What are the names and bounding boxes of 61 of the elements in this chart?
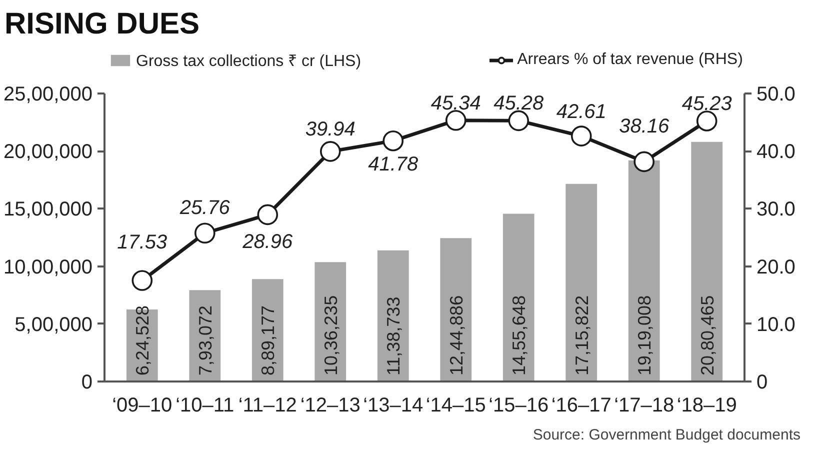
- x-tick-label: ‘18–19: [676, 394, 737, 416]
- x-tick-label: ‘17–18: [614, 394, 674, 416]
- x-tick-label: ‘14–15: [426, 394, 486, 416]
- legend-label: Arrears % of tax revenue (RHS): [517, 51, 743, 69]
- point: [445, 110, 466, 131]
- y2-tick-label: 50.0: [756, 84, 796, 106]
- point: [570, 126, 592, 146]
- data-label: 45.28: [494, 92, 544, 115]
- x-tick-label: ‘11–12: [238, 394, 297, 416]
- data-label: 6,24,528: [132, 305, 153, 376]
- bar: [691, 142, 723, 382]
- x-tick-label: ‘12–13: [300, 394, 360, 416]
- data-label: 38.16: [619, 116, 670, 138]
- data-label: 8,89,177: [258, 305, 278, 376]
- data-label: 45.23: [682, 92, 732, 115]
- x-tick-label: ‘13–14: [363, 394, 424, 416]
- point: [320, 141, 341, 162]
- bar: [440, 238, 472, 382]
- bar: [502, 214, 534, 382]
- source-note: Source: Government Budget documents: [532, 426, 801, 444]
- data-label: 17,15,822: [572, 295, 592, 376]
- point: [634, 151, 655, 172]
- data-label: 10,36,235: [320, 295, 341, 376]
- y2-tick-label: 0: [756, 372, 768, 394]
- data-label: 17.53: [117, 231, 168, 254]
- y-tick-label: 25,00,000: [4, 84, 93, 106]
- legend-label: Gross tax collections ₹ cr (LHS): [136, 52, 362, 71]
- bar: [628, 160, 660, 382]
- data-label: 19,19,008: [634, 295, 655, 376]
- point: [257, 204, 278, 226]
- chart-title: RISING DUES: [4, 8, 200, 40]
- y2-tick-label: 40.0: [756, 141, 796, 164]
- y-tick-label: 10,00,000: [4, 256, 93, 278]
- y-tick-label: 5,00,000: [14, 314, 93, 336]
- point: [194, 222, 216, 244]
- data-label: 45.34: [430, 92, 481, 114]
- data-label: 20,80,465: [697, 295, 718, 376]
- data-label: 28.96: [242, 230, 294, 253]
- y2-tick-label: 30.0: [756, 198, 796, 221]
- data-label: 12,44,886: [446, 295, 466, 376]
- y2-tick-label: 20.0: [756, 256, 796, 278]
- bar: [377, 250, 409, 382]
- x-tick-label: ‘10–11: [176, 394, 234, 416]
- x-tick-label: ‘09–10: [112, 394, 172, 416]
- y-tick-label: 0: [81, 372, 92, 394]
- x-tick-label: ‘16–17: [551, 394, 612, 416]
- point: [508, 110, 530, 132]
- y2-tick-label: 10.0: [756, 314, 796, 336]
- data-label: 42.61: [556, 101, 606, 124]
- bar: [566, 184, 598, 382]
- y-tick-label: 20,00,000: [4, 141, 93, 164]
- data-label: 7,93,072: [195, 305, 216, 376]
- data-label: 39.94: [305, 118, 356, 141]
- data-label: 25.76: [178, 196, 231, 219]
- data-label: 11,38,733: [384, 296, 404, 376]
- point: [696, 110, 718, 132]
- y-tick-label: 15,00,000: [4, 198, 93, 221]
- point: [382, 130, 404, 152]
- data-label: 14,55,648: [509, 295, 530, 376]
- data-label: 41.78: [368, 154, 418, 176]
- x-tick-label: ‘15–16: [488, 394, 549, 416]
